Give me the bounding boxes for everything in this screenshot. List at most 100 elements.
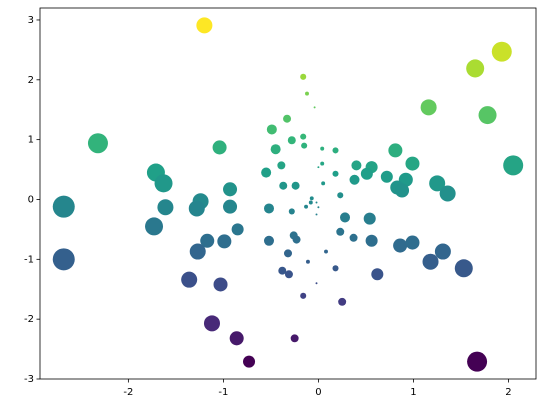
point: [340, 212, 351, 223]
point: [466, 59, 485, 78]
point: [434, 243, 451, 260]
point: [196, 17, 213, 34]
point: [317, 206, 320, 209]
point: [332, 147, 339, 154]
point: [429, 175, 446, 192]
y-tick-label: 0: [28, 194, 34, 205]
point: [454, 259, 473, 278]
point: [300, 292, 307, 299]
x-tick-label: -2: [123, 387, 133, 398]
point: [478, 106, 497, 125]
point: [279, 181, 288, 190]
points: [52, 17, 524, 372]
point: [351, 160, 362, 171]
point: [360, 167, 373, 180]
point: [336, 227, 345, 236]
point: [338, 297, 347, 306]
y-tick-label: -1: [24, 254, 34, 265]
point: [283, 114, 292, 123]
point: [321, 181, 326, 186]
point: [467, 351, 488, 372]
point: [145, 217, 164, 236]
point: [278, 266, 287, 275]
point: [52, 195, 75, 218]
point: [365, 234, 378, 247]
point: [263, 235, 275, 246]
point: [315, 213, 318, 216]
point: [288, 208, 295, 215]
point: [203, 315, 220, 332]
x-tick-label: 0: [315, 387, 321, 398]
point: [189, 243, 206, 260]
point: [313, 106, 316, 109]
point: [305, 259, 310, 264]
x-tick-label: 2: [505, 387, 511, 398]
point: [395, 183, 410, 198]
point: [290, 334, 299, 343]
point: [301, 142, 308, 149]
point: [337, 192, 344, 199]
point: [439, 185, 456, 202]
point: [300, 133, 307, 140]
point: [223, 182, 238, 197]
point: [320, 161, 325, 166]
point: [263, 203, 275, 214]
point: [308, 200, 313, 205]
x-tick-label: 1: [410, 387, 416, 398]
point: [188, 200, 205, 217]
point: [270, 144, 281, 155]
point: [305, 91, 309, 96]
point: [349, 174, 360, 185]
point: [200, 233, 215, 248]
point: [154, 174, 173, 193]
point: [87, 133, 108, 154]
point: [309, 196, 314, 201]
point: [157, 199, 174, 216]
point: [52, 248, 75, 271]
point: [420, 99, 437, 116]
point: [229, 331, 244, 346]
point: [292, 235, 301, 244]
point: [261, 167, 272, 178]
x-tick-label: -1: [218, 387, 228, 398]
point: [212, 140, 227, 155]
point: [388, 143, 403, 158]
point: [217, 234, 232, 249]
point: [243, 355, 256, 368]
point: [349, 233, 358, 242]
point: [405, 156, 420, 171]
point: [491, 41, 512, 62]
point: [181, 271, 198, 288]
point: [287, 136, 296, 145]
axes-frame: [39, 7, 537, 380]
point: [291, 181, 300, 190]
point: [315, 282, 318, 285]
y-tick-label: 3: [28, 15, 34, 26]
y-tick-label: -3: [24, 374, 34, 385]
point: [231, 223, 244, 236]
point: [223, 199, 238, 214]
point: [277, 161, 286, 170]
point: [332, 265, 339, 272]
point: [380, 170, 393, 183]
point: [332, 170, 339, 177]
point: [284, 270, 293, 279]
y-tick-label: -2: [24, 314, 34, 325]
point: [213, 277, 228, 292]
point: [300, 73, 307, 80]
point: [320, 146, 325, 151]
y-tick-label: 2: [28, 75, 34, 86]
point: [405, 235, 420, 250]
point: [503, 155, 524, 176]
y-tick-label: 1: [28, 135, 34, 146]
point: [393, 238, 408, 253]
point: [363, 212, 376, 225]
point: [304, 204, 309, 209]
point: [284, 249, 292, 258]
point: [266, 124, 277, 135]
point: [371, 268, 384, 281]
point: [422, 253, 439, 270]
point: [315, 201, 318, 204]
point: [317, 166, 320, 169]
